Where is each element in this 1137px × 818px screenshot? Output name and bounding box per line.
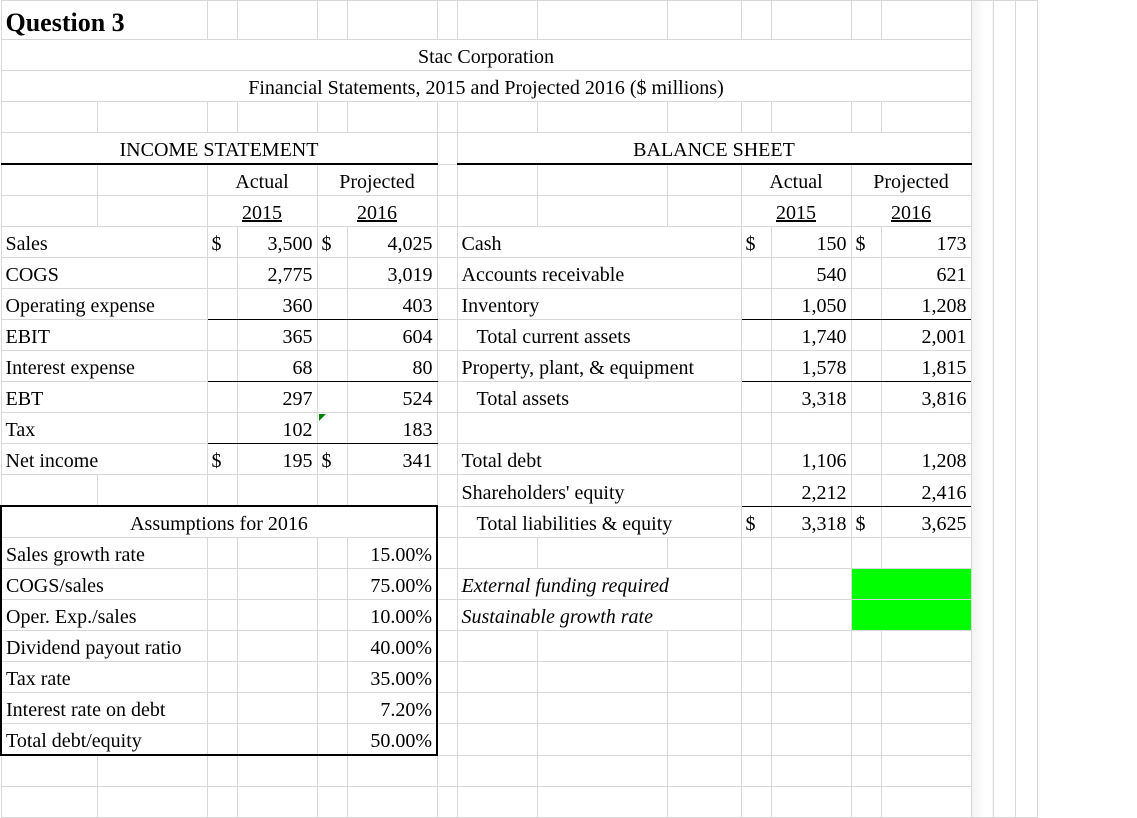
is-sales-label: Sales: [1, 227, 207, 258]
is-ebt-label: EBT: [1, 382, 207, 413]
spreadsheet: Question 3 Stac Corporation Financial St…: [0, 0, 1038, 818]
bs-tdebt-label: Total debt: [457, 444, 741, 475]
bs-tle-a: 3,318: [771, 506, 851, 538]
asm-de-label: Total debt/equity: [1, 724, 207, 756]
bs-cash-label: Cash: [457, 227, 741, 258]
is-sales-a-sym: $: [207, 227, 237, 258]
bs-tdebt-a: 1,106: [771, 444, 851, 475]
bs-ta-label: Total assets: [457, 382, 741, 413]
bs-inv-label: Inventory: [457, 289, 741, 320]
gutter-col: [971, 1, 993, 818]
is-tax-p: 183: [347, 413, 437, 444]
bs-tle-label: Total liabilities & equity: [457, 506, 741, 538]
is-intexp-a: 68: [237, 351, 317, 382]
calc-sgr-label: Sustainable growth rate: [457, 600, 741, 631]
asm-opexpct-v: 10.00%: [347, 600, 437, 631]
company-name: Stac Corporation: [1, 40, 971, 71]
bs-tle-p-sym: $: [851, 506, 881, 538]
bs-ppe-p: 1,815: [881, 351, 971, 382]
bs-ta-a: 3,318: [771, 382, 851, 413]
asm-taxrate-v: 35.00%: [347, 662, 437, 693]
bs-year-2016: 2016: [851, 196, 971, 227]
bs-year-2015: 2015: [741, 196, 851, 227]
bs-seq-a: 2,212: [771, 475, 851, 507]
is-cogs-a: 2,775: [237, 258, 317, 289]
bs-ta-p: 3,816: [881, 382, 971, 413]
is-opex-label: Operating expense: [1, 289, 207, 320]
is-ni-p-sym: $: [317, 444, 347, 475]
bs-ppe-label: Property, plant, & equipment: [457, 351, 741, 382]
is-opex-a: 360: [237, 289, 317, 320]
page-title: Question 3: [1, 1, 207, 40]
bs-tca-label: Total current assets: [457, 320, 741, 351]
bs-tca-p: 2,001: [881, 320, 971, 351]
is-ni-a: 195: [237, 444, 317, 475]
is-cogs-p: 3,019: [347, 258, 437, 289]
bs-seq-label: Shareholders' equity: [457, 475, 741, 507]
is-year-2015: 2015: [207, 196, 317, 227]
assumptions-header: Assumptions for 2016: [1, 506, 437, 538]
asm-divpay-label: Dividend payout ratio: [1, 631, 207, 662]
is-sales-p-sym: $: [317, 227, 347, 258]
is-cogs-label: COGS: [1, 258, 207, 289]
bs-tle-p: 3,625: [881, 506, 971, 538]
asm-opexpct-label: Oper. Exp./sales: [1, 600, 207, 631]
is-sales-p: 4,025: [347, 227, 437, 258]
asm-de-v: 50.00%: [347, 724, 437, 756]
bs-cash-p-sym: $: [851, 227, 881, 258]
bs-inv-p: 1,208: [881, 289, 971, 320]
bs-cash-p: 173: [881, 227, 971, 258]
balance-header: BALANCE SHEET: [457, 133, 971, 165]
is-ebt-a: 297: [237, 382, 317, 413]
is-ni-label: Net income: [1, 444, 207, 475]
is-ni-p: 341: [347, 444, 437, 475]
asm-divpay-v: 40.00%: [347, 631, 437, 662]
bs-cash-a-sym: $: [741, 227, 771, 258]
is-tax-label: Tax: [1, 413, 207, 444]
is-sales-a: 3,500: [237, 227, 317, 258]
is-intexp-p: 80: [347, 351, 437, 382]
asm-sgrowth-v: 15.00%: [347, 538, 437, 569]
is-year-2016: 2016: [317, 196, 437, 227]
bs-ar-a: 540: [771, 258, 851, 289]
is-actual-label: Actual: [207, 164, 317, 196]
is-intexp-label: Interest expense: [1, 351, 207, 382]
asm-cogspct-label: COGS/sales: [1, 569, 207, 600]
bs-tdebt-p: 1,208: [881, 444, 971, 475]
bs-inv-a: 1,050: [771, 289, 851, 320]
bs-ppe-a: 1,578: [771, 351, 851, 382]
is-ebit-p: 604: [347, 320, 437, 351]
asm-cogspct-v: 75.00%: [347, 569, 437, 600]
bs-projected-label: Projected: [851, 164, 971, 196]
is-ni-a-sym: $: [207, 444, 237, 475]
is-ebit-label: EBIT: [1, 320, 207, 351]
income-header: INCOME STATEMENT: [1, 133, 437, 165]
bs-actual-label: Actual: [741, 164, 851, 196]
calc-sgr-cell[interactable]: [851, 600, 971, 631]
subtitle: Financial Statements, 2015 and Projected…: [1, 71, 971, 102]
is-opex-p: 403: [347, 289, 437, 320]
is-tax-a: 102: [237, 413, 317, 444]
bs-tle-a-sym: $: [741, 506, 771, 538]
bs-ar-p: 621: [881, 258, 971, 289]
asm-sgrowth-label: Sales growth rate: [1, 538, 207, 569]
asm-intrate-v: 7.20%: [347, 693, 437, 724]
bs-tca-a: 1,740: [771, 320, 851, 351]
bs-ar-label: Accounts receivable: [457, 258, 741, 289]
asm-intrate-label: Interest rate on debt: [1, 693, 207, 724]
bs-seq-p: 2,416: [881, 475, 971, 507]
bs-cash-a: 150: [771, 227, 851, 258]
calc-efr-cell[interactable]: [851, 569, 971, 600]
calc-efr-label: External funding required: [457, 569, 741, 600]
is-ebt-p: 524: [347, 382, 437, 413]
is-ebit-a: 365: [237, 320, 317, 351]
asm-taxrate-label: Tax rate: [1, 662, 207, 693]
is-projected-label: Projected: [317, 164, 437, 196]
